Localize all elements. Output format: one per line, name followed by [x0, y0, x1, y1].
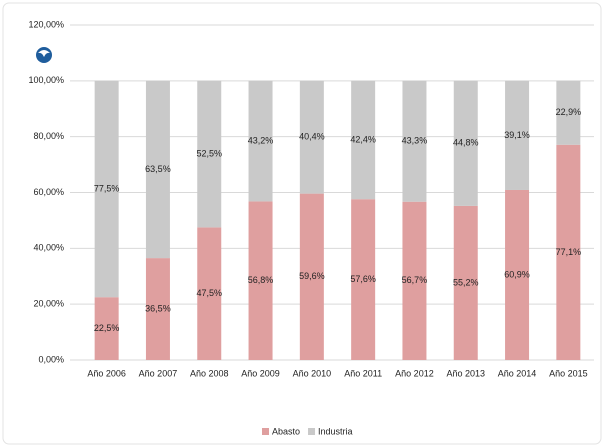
- x-tick-label: Año 2008: [190, 368, 229, 378]
- y-tick-label: 100,00%: [28, 75, 64, 85]
- value-label: 39,1%: [504, 130, 530, 140]
- value-label: 60,9%: [504, 269, 530, 279]
- value-label: 47,5%: [196, 288, 222, 298]
- y-tick-label: 0,00%: [38, 354, 64, 364]
- bar-segment: [197, 80, 222, 228]
- value-label: 43,2%: [248, 136, 274, 146]
- value-label: 22,9%: [556, 107, 582, 117]
- y-tick-label: 20,00%: [33, 299, 64, 309]
- value-label: 42,4%: [350, 134, 376, 144]
- value-label: 43,3%: [402, 136, 428, 146]
- bar-segment: [299, 80, 324, 194]
- y-tick-label: 80,00%: [33, 131, 64, 141]
- bar-segment: [197, 227, 222, 360]
- value-label: 77,5%: [94, 183, 120, 193]
- legend-swatch: [262, 428, 269, 435]
- value-label: 56,7%: [402, 275, 428, 285]
- legend-swatch: [308, 428, 316, 435]
- value-label: 63,5%: [145, 164, 171, 174]
- x-tick-label: Año 2012: [395, 368, 434, 378]
- y-tick-label: 40,00%: [33, 243, 64, 253]
- bar-segment: [145, 258, 170, 360]
- x-tick-label: Año 2015: [549, 368, 588, 378]
- x-tick-label: Año 2010: [293, 368, 332, 378]
- bar-segment: [94, 297, 119, 360]
- x-tick-label: Año 2009: [241, 368, 280, 378]
- bar-segment: [145, 80, 170, 259]
- bar-segment: [556, 80, 581, 145]
- legend-label: Industria: [318, 426, 353, 436]
- value-label: 44,8%: [453, 138, 479, 148]
- x-tick-label: Año 2014: [498, 368, 537, 378]
- x-tick-label: Año 2013: [446, 368, 485, 378]
- x-tick-label: Año 2011: [344, 368, 382, 378]
- bar-segment: [351, 80, 376, 200]
- y-tick-label: 60,00%: [33, 187, 64, 197]
- bar-segment: [505, 189, 530, 360]
- value-label: 36,5%: [145, 303, 171, 313]
- value-label: 22,5%: [94, 323, 120, 333]
- y-tick-label: 120,00%: [28, 19, 64, 29]
- value-label: 55,2%: [453, 277, 479, 287]
- legend-label: Abasto: [272, 426, 300, 436]
- x-tick-label: Año 2006: [87, 368, 126, 378]
- bar-segment: [351, 199, 376, 360]
- bar-segment: [453, 80, 478, 206]
- value-label: 77,1%: [556, 247, 582, 257]
- x-tick-label: Año 2007: [139, 368, 178, 378]
- bar-segment: [402, 80, 427, 202]
- value-label: 52,5%: [196, 148, 222, 158]
- bar-segment: [248, 80, 273, 202]
- bar-segment: [505, 80, 530, 190]
- value-label: 57,6%: [350, 274, 376, 284]
- value-label: 40,4%: [299, 132, 325, 142]
- bar-segment: [556, 144, 581, 360]
- value-label: 59,6%: [299, 271, 325, 281]
- value-label: 56,8%: [248, 275, 274, 285]
- bar-segment: [453, 205, 478, 360]
- icon: [36, 47, 52, 63]
- bar-segment: [402, 201, 427, 360]
- bar-segment: [299, 193, 324, 360]
- bar-segment: [94, 80, 119, 298]
- bar-segment: [248, 201, 273, 360]
